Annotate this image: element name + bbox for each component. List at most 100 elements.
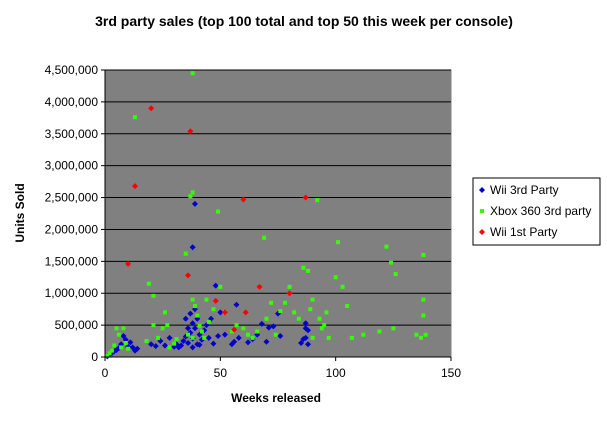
data-point bbox=[305, 268, 310, 273]
data-point bbox=[185, 339, 192, 346]
data-point bbox=[217, 309, 224, 316]
data-point bbox=[292, 310, 297, 315]
data-point bbox=[304, 341, 311, 348]
data-point bbox=[109, 348, 114, 353]
data-point bbox=[269, 300, 274, 305]
data-point bbox=[114, 326, 119, 331]
y-tick-label: 3,500,000 bbox=[45, 127, 99, 141]
data-point bbox=[195, 313, 200, 318]
data-point bbox=[148, 341, 155, 348]
data-point bbox=[302, 320, 309, 327]
data-point bbox=[221, 309, 228, 316]
data-point bbox=[211, 307, 216, 312]
data-point bbox=[361, 332, 366, 337]
data-point bbox=[151, 323, 156, 328]
data-point bbox=[188, 194, 193, 199]
data-point bbox=[287, 284, 292, 289]
data-point bbox=[132, 115, 137, 120]
data-point bbox=[196, 341, 203, 348]
data-point bbox=[302, 334, 309, 341]
data-point bbox=[319, 326, 324, 331]
data-point bbox=[298, 339, 305, 346]
legend-marker bbox=[479, 187, 485, 193]
legend-label: Wii 1st Party bbox=[490, 225, 557, 239]
data-point bbox=[172, 341, 177, 346]
data-point bbox=[310, 297, 315, 302]
data-point bbox=[151, 293, 156, 298]
data-point bbox=[199, 329, 204, 334]
data-point bbox=[183, 251, 188, 256]
data-point bbox=[148, 105, 155, 112]
data-point bbox=[241, 326, 246, 331]
data-point bbox=[107, 351, 112, 356]
y-tick-label: 500,000 bbox=[55, 318, 99, 332]
data-point bbox=[205, 334, 212, 341]
data-point bbox=[112, 343, 117, 348]
data-point bbox=[134, 345, 141, 352]
data-point bbox=[156, 335, 161, 340]
data-point bbox=[233, 301, 240, 308]
data-point bbox=[242, 309, 249, 316]
data-point bbox=[310, 335, 315, 340]
data-point bbox=[246, 332, 251, 337]
data-point bbox=[421, 297, 426, 302]
data-point bbox=[162, 310, 167, 315]
legend-marker bbox=[480, 209, 484, 213]
data-point bbox=[165, 323, 170, 328]
data-point bbox=[123, 340, 128, 345]
legend-item: Wii 1st Party bbox=[479, 225, 557, 239]
data-point bbox=[174, 337, 179, 342]
data-point bbox=[317, 316, 322, 321]
data-point bbox=[212, 282, 219, 289]
y-tick-label: 4,500,000 bbox=[45, 63, 99, 77]
data-point bbox=[231, 338, 238, 345]
data-point bbox=[218, 284, 223, 289]
data-point bbox=[185, 325, 192, 332]
data-point bbox=[301, 265, 306, 270]
data-point bbox=[324, 310, 329, 315]
data-point bbox=[234, 323, 239, 328]
data-point bbox=[186, 332, 191, 337]
data-point bbox=[152, 343, 159, 350]
data-point bbox=[265, 324, 272, 331]
grid-lines bbox=[105, 69, 451, 326]
data-point bbox=[393, 272, 398, 277]
series-wii-1st-party bbox=[125, 105, 309, 333]
data-point bbox=[167, 345, 172, 350]
data-point bbox=[190, 190, 195, 195]
x-tick-label: 100 bbox=[326, 366, 346, 380]
data-point bbox=[126, 346, 131, 351]
data-point bbox=[210, 340, 217, 347]
data-point bbox=[419, 335, 424, 340]
y-axis-title: Units Sold bbox=[13, 183, 27, 242]
data-point bbox=[120, 332, 127, 339]
data-point bbox=[105, 353, 110, 358]
y-tick-label: 3,000,000 bbox=[45, 159, 99, 173]
data-point bbox=[263, 338, 270, 345]
data-point bbox=[282, 300, 287, 305]
data-point bbox=[178, 342, 185, 349]
data-point bbox=[333, 275, 338, 280]
data-point bbox=[345, 303, 350, 308]
legend: Wii 3rd Party Xbox 360 3rd party Wii 1st P… bbox=[472, 177, 601, 246]
data-point bbox=[278, 309, 283, 314]
series-wii-3rd-party bbox=[104, 200, 311, 360]
data-point bbox=[256, 283, 263, 290]
data-point bbox=[180, 338, 187, 345]
data-point bbox=[255, 329, 260, 334]
data-point bbox=[391, 326, 396, 331]
data-point bbox=[197, 323, 202, 328]
data-point bbox=[308, 307, 313, 312]
data-point bbox=[191, 200, 198, 207]
data-point bbox=[121, 326, 126, 331]
legend-item: Xbox 360 3rd party bbox=[480, 204, 591, 218]
data-point bbox=[119, 345, 124, 350]
y-tick-label: 1,500,000 bbox=[45, 254, 99, 268]
data-point bbox=[377, 329, 382, 334]
data-point bbox=[116, 332, 121, 337]
data-point bbox=[125, 260, 132, 267]
data-point bbox=[277, 332, 284, 339]
data-point bbox=[304, 327, 311, 334]
data-point bbox=[189, 320, 196, 327]
